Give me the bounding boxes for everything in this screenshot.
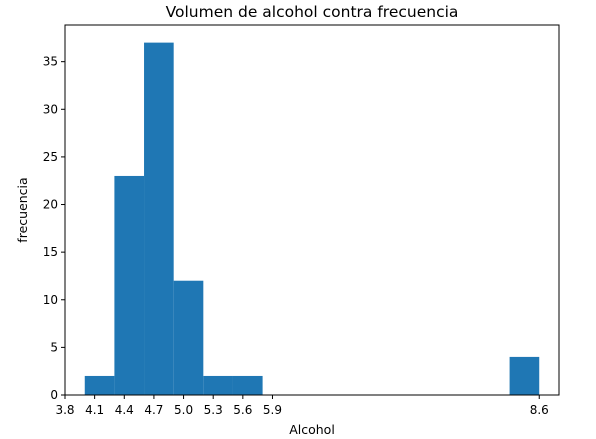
histogram-bar-5 (232, 375, 263, 395)
y-axis-label: frecuencia (15, 177, 30, 242)
x-tick-label: 5.0 (174, 403, 193, 417)
x-tick-label: 5.6 (233, 403, 252, 417)
y-tick-label: 10 (43, 293, 58, 307)
histogram-bar-3 (173, 280, 204, 395)
histogram-bar-1 (114, 175, 145, 395)
y-axis-ticks: 0 5 10 15 20 25 30 35 (43, 55, 65, 402)
y-tick-label: 25 (43, 150, 58, 164)
y-tick-label: 35 (43, 55, 58, 69)
y-tick-label: 5 (50, 340, 58, 354)
x-axis-label: Alcohol (289, 422, 335, 437)
y-tick-label: 15 (43, 245, 58, 259)
x-tick-label: 5.3 (204, 403, 223, 417)
histogram-bar-2 (144, 42, 174, 395)
y-tick-label: 30 (43, 102, 58, 116)
y-tick-label: 20 (43, 198, 58, 212)
x-tick-label: 4.7 (144, 403, 163, 417)
bars-group (84, 42, 540, 395)
histogram-bar-6 (509, 356, 540, 395)
x-tick-label: 5.9 (263, 403, 282, 417)
x-axis-ticks: 3.8 4.1 4.4 4.7 5.0 5.3 5.6 5.9 8.6 (55, 395, 549, 417)
plot-frame (64, 24, 560, 396)
chart-title: Volumen de alcohol contra frecuencia (166, 3, 459, 21)
x-tick-label: 3.8 (55, 403, 74, 417)
histogram-bar-0 (84, 375, 115, 395)
histogram-bar-4 (203, 375, 233, 395)
x-tick-label: 8.6 (530, 403, 549, 417)
x-tick-label: 4.4 (115, 403, 134, 417)
y-tick-label: 0 (50, 388, 58, 402)
x-tick-label: 4.1 (85, 403, 104, 417)
